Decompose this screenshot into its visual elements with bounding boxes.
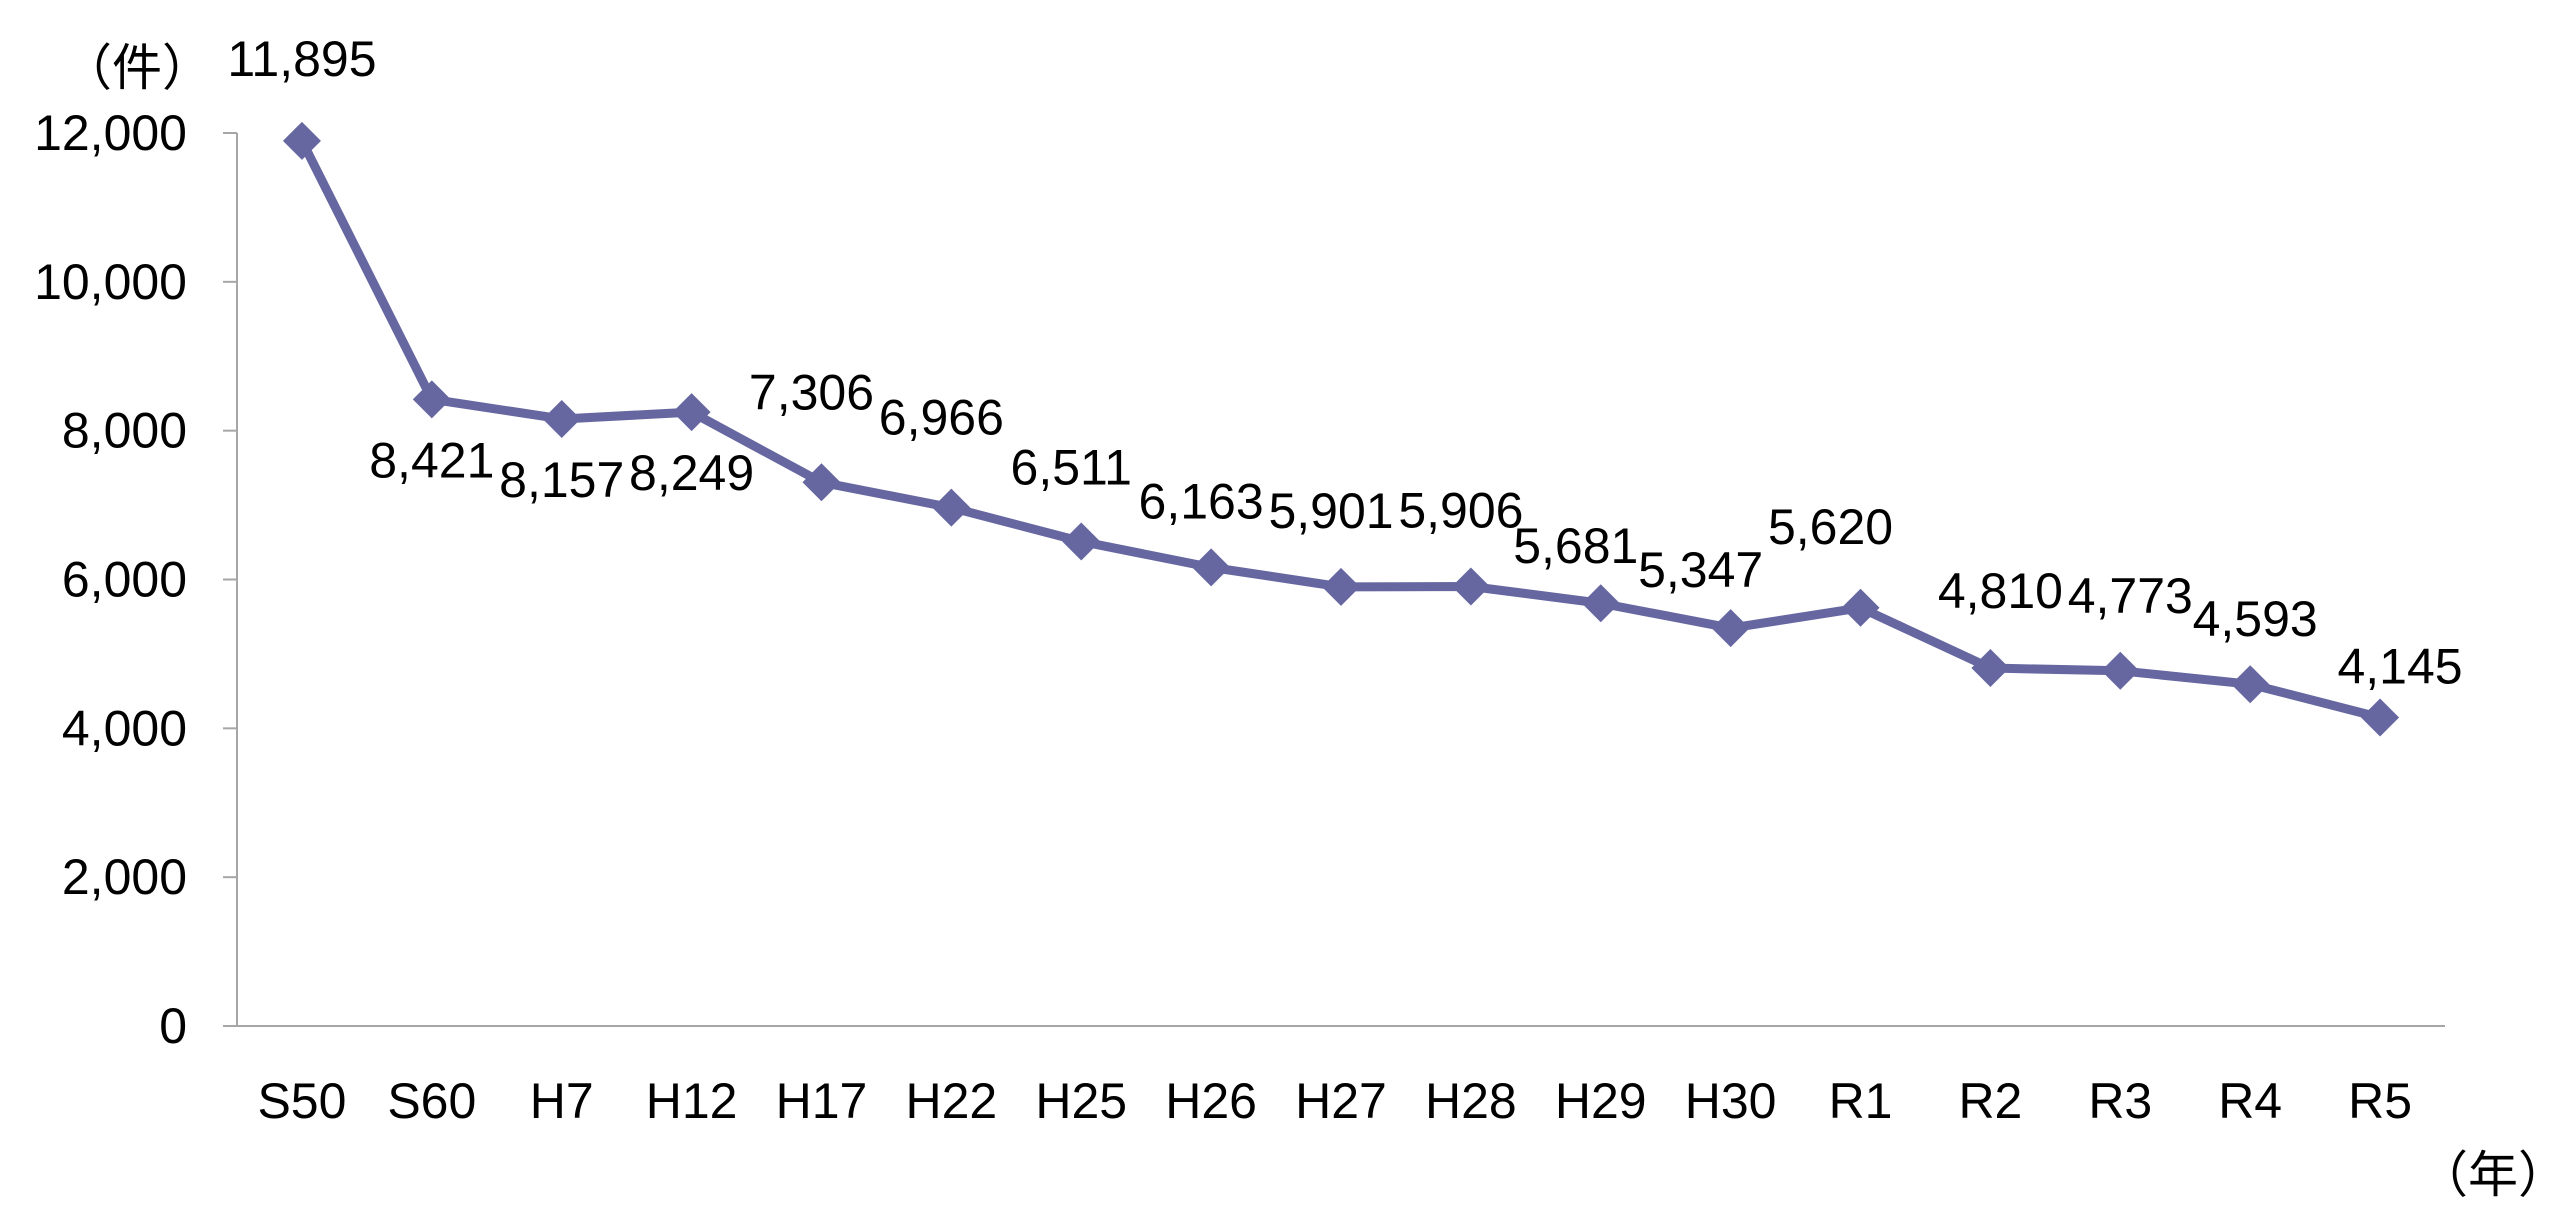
data-point-marker (802, 463, 841, 502)
x-tick-label: R1 (1829, 1073, 1893, 1129)
data-point-marker (1451, 567, 1490, 606)
data-label: 6,511 (1011, 439, 1132, 495)
data-point-marker (2231, 665, 2270, 704)
x-tick-label: H26 (1165, 1073, 1257, 1129)
data-point-marker (1062, 522, 1101, 561)
data-point-marker (2361, 698, 2400, 737)
data-label-group: 11,895 8,421 8,157 8,249 7,306 6,9666,5116,16… (227, 31, 2462, 695)
data-point-marker (1581, 584, 1620, 623)
marker-group (282, 121, 2400, 737)
data-label: 4,810 (1938, 563, 2063, 619)
x-tick-label: H25 (1035, 1073, 1127, 1129)
data-point-marker (1711, 609, 1750, 648)
y-tick-label: 0 (159, 998, 187, 1054)
series-line (297, 138, 2382, 722)
x-tick-label: R5 (2348, 1073, 2412, 1129)
x-tick-label: H30 (1685, 1073, 1777, 1129)
data-label: 5,901 (1268, 483, 1393, 539)
data-point-marker (282, 121, 321, 160)
x-tick-label: R3 (2088, 1073, 2152, 1129)
x-tick-label: R4 (2218, 1073, 2282, 1129)
x-tick-label: S60 (387, 1073, 476, 1129)
data-label: 6,163 (1139, 473, 1264, 529)
x-tick-label: R2 (1958, 1073, 2022, 1129)
data-label: 7,306 (749, 364, 874, 420)
data-label: 11,895 (227, 31, 376, 87)
x-axis-tick-labels: S50 S60 H7 H12 H17 H22 H25 H26 H27 H28 H29 H30 R1 R2 R… (257, 1073, 2412, 1129)
data-label: 6,966 (879, 390, 1004, 446)
data-label: 8,421 (369, 432, 494, 488)
y-tick-label: 4,000 (62, 700, 187, 756)
y-axis-unit: （件） (62, 39, 212, 97)
data-label: 5,681 (1513, 518, 1638, 574)
data-point-marker (1841, 588, 1880, 627)
data-label: 5,906 (1398, 482, 1523, 538)
x-tick-label: H29 (1555, 1073, 1647, 1129)
x-tick-label: H17 (776, 1073, 868, 1129)
data-point-marker (672, 393, 711, 432)
data-point-marker (1192, 548, 1231, 587)
data-label: 5,620 (1768, 499, 1893, 555)
data-label: 4,593 (2193, 591, 2318, 647)
data-label: 8,249 (629, 445, 754, 501)
x-axis-unit: （年） (2418, 1146, 2560, 1204)
y-axis-ticks (223, 132, 237, 1027)
data-point-marker (1971, 649, 2010, 688)
series-group (297, 138, 2382, 722)
y-tick-label: 12,000 (34, 105, 187, 161)
data-point-marker (412, 380, 451, 419)
data-label: 4,773 (2068, 568, 2193, 624)
data-label: 4,145 (2337, 639, 2462, 695)
data-label: 8,157 (499, 452, 624, 508)
data-point-marker (932, 488, 971, 527)
data-point-marker (2101, 651, 2140, 690)
data-point-marker (542, 399, 581, 438)
y-tick-label: 6,000 (62, 552, 187, 608)
y-tick-label: 8,000 (62, 403, 187, 459)
x-tick-label: H12 (646, 1073, 738, 1129)
x-tick-label: H28 (1425, 1073, 1517, 1129)
data-point-marker (1322, 567, 1360, 606)
y-tick-label: 2,000 (62, 849, 187, 905)
y-tick-label: 10,000 (34, 254, 187, 310)
x-tick-label: H7 (530, 1073, 594, 1129)
x-tick-label: S50 (257, 1073, 346, 1129)
data-label: 5,347 (1638, 542, 1763, 598)
x-tick-label: H27 (1295, 1073, 1387, 1129)
x-tick-label: H22 (905, 1073, 997, 1129)
y-axis-tick-labels: 0 2,000 4,000 6,000 8,000 10,000 12,000 (34, 105, 187, 1054)
